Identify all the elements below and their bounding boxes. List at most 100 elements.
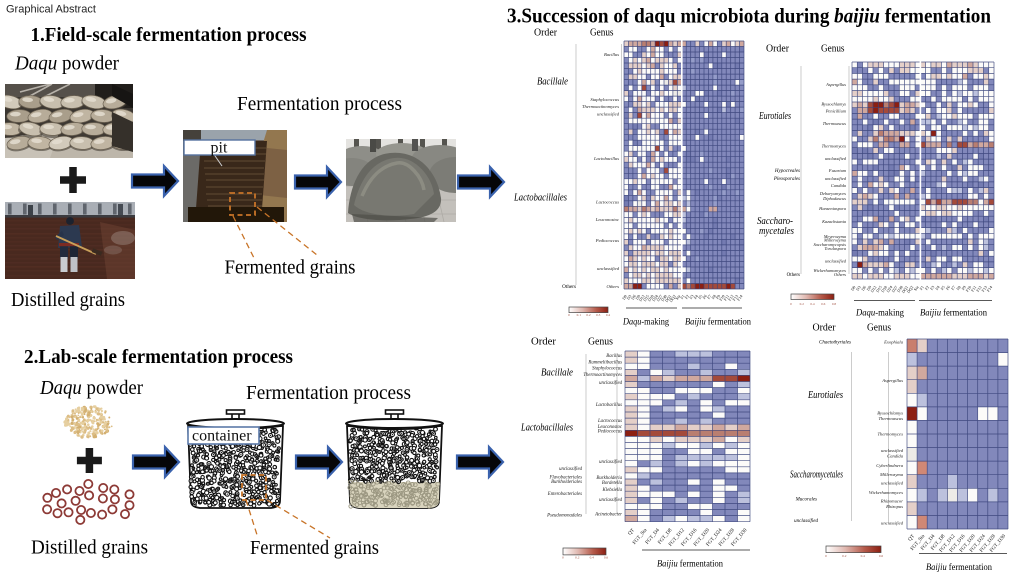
- svg-text:Saccharomycopsis: Saccharomycopsis: [813, 242, 846, 247]
- svg-text:pit: pit: [211, 140, 228, 157]
- svg-text:0.4: 0.4: [606, 313, 611, 317]
- svg-text:Distilled grains: Distilled grains: [31, 537, 148, 559]
- svg-text:0.4: 0.4: [590, 556, 595, 560]
- svg-text:Lactococcus: Lactococcus: [595, 200, 619, 205]
- svg-text:Bordetella: Bordetella: [602, 481, 623, 486]
- svg-text:unclassified: unclassified: [825, 156, 847, 161]
- svg-text:Fermented grains: Fermented grains: [250, 537, 379, 559]
- svg-text:D0: D0: [621, 294, 628, 301]
- svg-text:unclassified: unclassified: [597, 266, 620, 271]
- svg-text:Others: Others: [562, 284, 576, 290]
- svg-text:F5: F5: [697, 294, 704, 300]
- svg-text:Thermomyces: Thermomyces: [822, 144, 847, 149]
- svg-text:Pseudomonadales: Pseudomonadales: [546, 513, 582, 518]
- svg-text:Wickerhamomyces: Wickerhamomyces: [813, 268, 846, 273]
- svg-text:F10: F10: [964, 285, 972, 293]
- svg-text:Hypocreales: Hypocreales: [774, 169, 800, 174]
- svg-text:Pediococcus: Pediococcus: [597, 430, 622, 435]
- svg-text:Genus: Genus: [588, 337, 613, 348]
- svg-text:Chaetothyriales: Chaetothyriales: [819, 341, 851, 346]
- svg-text:Diphodascus: Diphodascus: [822, 196, 846, 201]
- svg-text:F10: F10: [718, 294, 726, 302]
- svg-text:Lactobacillales: Lactobacillales: [520, 423, 573, 434]
- svg-text:Daqu powder: Daqu powder: [39, 377, 143, 399]
- svg-text:1.Field-scale fermentation pro: 1.Field-scale fermentation process: [31, 24, 307, 46]
- svg-text:F3: F3: [929, 285, 936, 291]
- svg-text:0.2: 0.2: [800, 302, 805, 306]
- svg-text:container: container: [192, 428, 252, 445]
- svg-text:Byssochlamys: Byssochlamys: [877, 410, 903, 415]
- svg-text:0.4: 0.4: [861, 554, 866, 558]
- svg-text:Order: Order: [534, 28, 558, 39]
- svg-text:Saccharomycetales: Saccharomycetales: [790, 470, 843, 481]
- svg-text:F8: F8: [710, 294, 717, 300]
- svg-text:Meyerozyma: Meyerozyma: [823, 234, 847, 239]
- svg-text:Eurotiales: Eurotiales: [758, 111, 791, 122]
- svg-text:Millerozyma: Millerozyma: [823, 238, 847, 243]
- svg-text:Bacillus: Bacillus: [606, 354, 622, 359]
- svg-text:QT: QT: [627, 527, 637, 537]
- svg-text:Lactobacillales: Lactobacillales: [513, 193, 567, 204]
- svg-text:Leuconostoc: Leuconostoc: [597, 425, 623, 430]
- svg-text:Staphylococcus: Staphylococcus: [592, 367, 622, 372]
- svg-text:Fusarium: Fusarium: [828, 168, 846, 173]
- svg-text:unclassified: unclassified: [881, 480, 904, 485]
- svg-text:Penicillium: Penicillium: [825, 109, 846, 114]
- svg-text:Fermentation process: Fermentation process: [246, 382, 411, 404]
- svg-text:Baijiu fermentation: Baijiu fermentation: [920, 308, 987, 319]
- svg-text:Baijiu fermentation: Baijiu fermentation: [685, 317, 751, 328]
- svg-text:D15: D15: [642, 294, 650, 303]
- svg-text:D12: D12: [869, 285, 877, 294]
- svg-text:DQ1: DQ1: [664, 294, 673, 303]
- svg-text:Sta: Sta: [913, 285, 920, 292]
- svg-text:Torulaspora: Torulaspora: [824, 246, 846, 251]
- svg-text:Daqu-making: Daqu-making: [855, 309, 904, 319]
- svg-text:Sta: Sta: [674, 294, 681, 301]
- svg-text:Pediococcus: Pediococcus: [595, 238, 619, 243]
- svg-text:Acinetobacter: Acinetobacter: [594, 513, 622, 518]
- svg-text:Mucorales: Mucorales: [795, 498, 817, 503]
- svg-text:Thermomyces: Thermomyces: [877, 431, 903, 436]
- svg-text:F12: F12: [975, 285, 983, 293]
- svg-text:Genus: Genus: [590, 28, 614, 39]
- svg-text:Others: Others: [834, 272, 846, 277]
- svg-text:0: 0: [562, 556, 564, 560]
- svg-text:Bacillale: Bacillale: [537, 77, 568, 88]
- svg-text:mycetales: mycetales: [759, 226, 794, 237]
- svg-text:unclassified: unclassified: [881, 520, 904, 525]
- svg-text:Rhizomucor: Rhizomucor: [880, 499, 903, 504]
- svg-text:Lactococcus: Lactococcus: [597, 419, 622, 424]
- svg-text:F8: F8: [955, 285, 962, 291]
- svg-text:Flavobacteriales: Flavobacteriales: [548, 475, 582, 480]
- svg-text:Order: Order: [766, 44, 790, 55]
- svg-text:F1: F1: [679, 294, 686, 300]
- svg-text:Exophiala: Exophiala: [883, 340, 904, 345]
- svg-text:0.2: 0.2: [586, 313, 591, 317]
- svg-text:Eurotiales: Eurotiales: [807, 390, 843, 401]
- svg-text:Lactobacillus: Lactobacillus: [595, 403, 622, 408]
- svg-text:Saccharo-: Saccharo-: [757, 216, 793, 227]
- svg-text:Bacillus: Bacillus: [604, 52, 619, 57]
- svg-text:unclassified: unclassified: [559, 467, 583, 472]
- svg-text:Enterobacteriales: Enterobacteriales: [547, 492, 582, 497]
- svg-text:Millerozyma: Millerozyma: [879, 472, 904, 477]
- svg-text:Fermented grains: Fermented grains: [225, 257, 356, 279]
- svg-text:D24: D24: [885, 285, 893, 294]
- svg-text:3.Succession of daqu microbiot: 3.Succession of daqu microbiota during b…: [507, 3, 991, 27]
- svg-text:0.6: 0.6: [879, 554, 884, 558]
- svg-text:unclassified: unclassified: [599, 460, 623, 465]
- svg-text:Candida: Candida: [887, 454, 904, 459]
- svg-text:Debaryomyces: Debaryomyces: [819, 191, 846, 196]
- svg-text:Baijiu fermentation: Baijiu fermentation: [926, 562, 992, 573]
- svg-text:Klebsiella: Klebsiella: [602, 488, 623, 493]
- svg-text:D27: D27: [655, 294, 663, 303]
- svg-text:unclassified: unclassified: [825, 176, 847, 181]
- svg-text:Leuconostoc: Leuconostoc: [595, 217, 619, 222]
- svg-text:D3: D3: [625, 294, 632, 301]
- svg-text:0.2: 0.2: [842, 554, 847, 558]
- svg-text:F5: F5: [939, 285, 946, 291]
- svg-text:F7: F7: [950, 285, 957, 291]
- svg-text:0: 0: [825, 554, 827, 558]
- svg-text:unclassified: unclassified: [881, 448, 904, 453]
- svg-text:D24: D24: [651, 294, 659, 303]
